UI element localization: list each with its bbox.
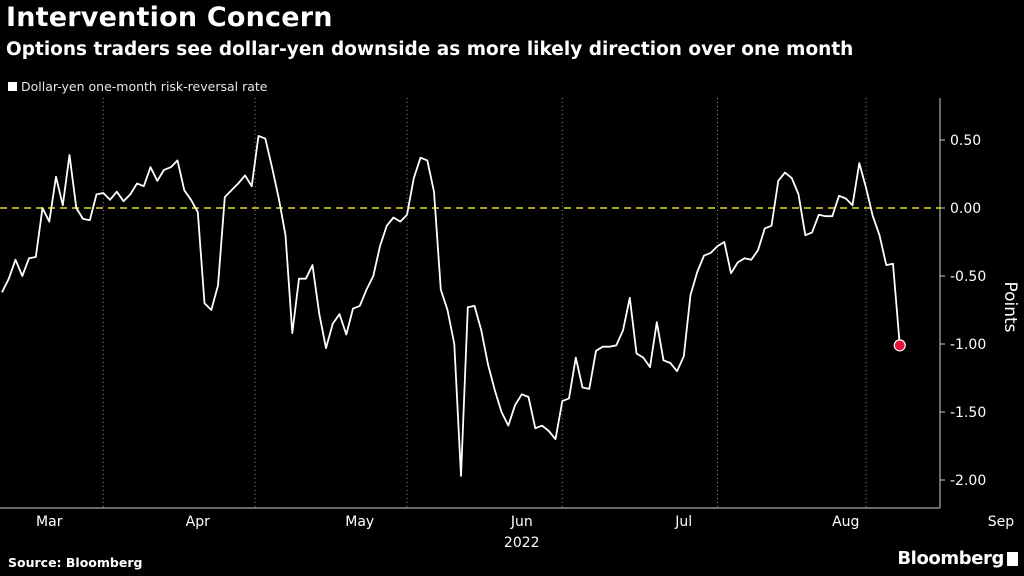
y-axis-label: Points <box>1000 281 1020 332</box>
logo-mark-icon <box>1007 551 1018 566</box>
last-value-marker <box>893 339 906 352</box>
y-tick-label-5: -2.00 <box>950 473 986 489</box>
legend-label: Dollar-yen one-month risk-reversal rate <box>21 79 268 94</box>
series-line-risk-reversal <box>1 134 901 477</box>
y-tick-label-1: 0.00 <box>950 201 981 217</box>
x-tick-label-1: Apr <box>186 514 210 530</box>
x-tick-label-3: Jun <box>510 514 533 530</box>
bloomberg-logo: Bloomberg <box>897 548 1018 569</box>
x-year-label: 2022 <box>504 535 540 551</box>
x-tick-label-6: Sep <box>988 514 1015 530</box>
y-tick-label-2: -0.50 <box>950 269 986 285</box>
chart-title: Intervention Concern <box>6 2 333 33</box>
x-tick-label-5: Aug <box>832 514 859 530</box>
y-tick-label-3: -1.00 <box>950 337 986 353</box>
y-tick-label-4: -1.50 <box>950 405 986 421</box>
x-tick-label-2: May <box>345 514 374 530</box>
chart-subtitle: Options traders see dollar-yen downside … <box>6 39 854 60</box>
x-tick-label-4: Jul <box>674 514 692 530</box>
y-tick-label-0: 0.50 <box>950 133 981 149</box>
x-tick-label-0: Mar <box>36 514 63 530</box>
logo-text: Bloomberg <box>897 548 1004 569</box>
legend-swatch <box>8 82 17 91</box>
source-note: Source: Bloomberg <box>8 555 143 570</box>
chart-legend: Dollar-yen one-month risk-reversal rate <box>8 79 267 94</box>
